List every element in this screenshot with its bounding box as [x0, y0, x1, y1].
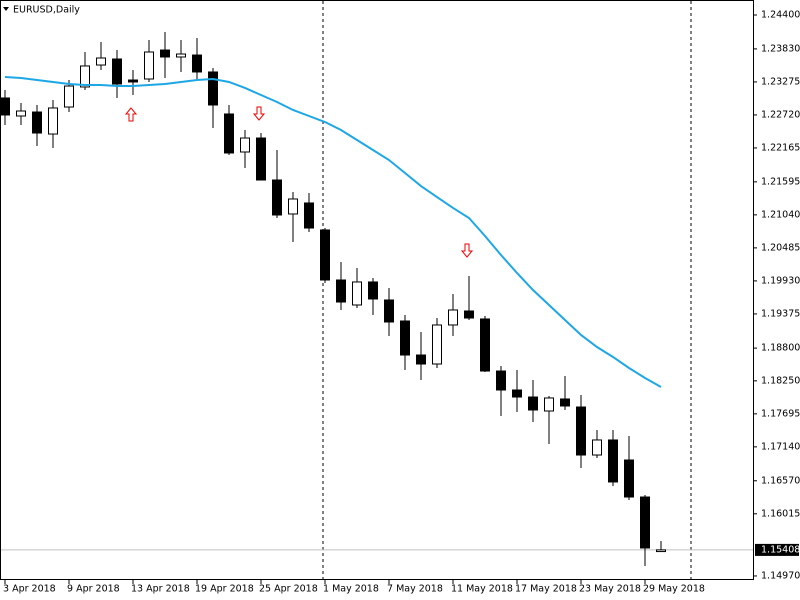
y-tick-label: 1.20485	[761, 242, 800, 253]
candle-body	[160, 49, 170, 58]
x-tick-label: 9 Apr 2018	[67, 584, 120, 595]
candle-body	[464, 310, 474, 319]
candle-body	[496, 370, 506, 391]
candle-body	[272, 179, 282, 216]
x-tick-label: 17 May 2018	[515, 584, 577, 595]
candle-body	[192, 54, 202, 73]
y-tick-label: 1.16570	[761, 475, 800, 486]
candle-body	[448, 309, 458, 326]
candle-body	[144, 51, 154, 80]
candle-body	[592, 439, 602, 456]
candle-body	[0, 97, 10, 116]
candle-body	[480, 318, 490, 372]
buy-arrow	[124, 107, 138, 122]
candle-body	[432, 324, 442, 365]
candle-body	[176, 53, 186, 58]
candle-body	[208, 71, 218, 106]
candle-body	[512, 389, 522, 398]
y-tick-label: 1.19930	[761, 275, 800, 286]
y-tick-label: 1.21595	[761, 176, 800, 187]
candle-body	[288, 198, 298, 215]
y-tick-label: 1.17695	[761, 408, 800, 419]
candle-body	[656, 549, 666, 553]
candle-body	[256, 137, 266, 181]
x-tick-label: 25 Apr 2018	[259, 584, 318, 595]
y-tick-label: 1.17140	[761, 441, 800, 452]
x-tick-label: 29 May 2018	[643, 584, 705, 595]
title-triangle	[3, 7, 9, 11]
candle-body	[128, 79, 138, 83]
y-tick-label: 1.16015	[761, 508, 800, 519]
last-price-label: 1.15408	[761, 544, 800, 555]
candle-body	[608, 439, 618, 483]
candle-body	[304, 202, 314, 229]
x-tick-label: 11 May 2018	[451, 584, 513, 595]
candle-body	[576, 406, 586, 456]
candle-body	[560, 398, 570, 407]
candle-body	[368, 281, 378, 300]
y-tick-label: 1.23275	[761, 76, 800, 87]
candle-body	[416, 354, 426, 365]
sell-arrow	[460, 243, 474, 258]
candle-body	[352, 281, 362, 306]
y-tick-label: 1.22165	[761, 142, 800, 153]
x-tick-label: 23 May 2018	[579, 584, 641, 595]
candle-body	[400, 320, 410, 356]
x-tick-label: 1 May 2018	[323, 584, 379, 595]
candle-body	[224, 113, 234, 154]
candle-body	[544, 397, 554, 412]
candle-body	[32, 111, 42, 134]
y-tick-label: 1.18800	[761, 343, 800, 354]
y-tick-label: 1.14970	[761, 570, 800, 581]
y-tick-label: 1.22720	[761, 109, 800, 120]
x-tick-label: 3 Apr 2018	[3, 584, 56, 595]
moving-average	[4, 75, 662, 388]
candle-body	[112, 58, 122, 85]
candle-body	[320, 229, 330, 281]
chart-title: EURUSD,Daily	[13, 5, 80, 16]
y-tick-label: 1.19375	[761, 308, 800, 319]
x-tick-label: 13 Apr 2018	[131, 584, 190, 595]
candle-body	[96, 57, 106, 66]
x-tick-label: 7 May 2018	[387, 584, 443, 595]
last-price-box	[755, 543, 799, 556]
candle-body	[64, 85, 74, 108]
candle-body	[48, 107, 58, 135]
candle-body	[640, 496, 650, 549]
candle-body	[384, 299, 394, 323]
y-tick-label: 1.23830	[761, 43, 800, 54]
candle-body	[80, 65, 90, 88]
candle-body	[240, 137, 250, 153]
candle-body	[624, 459, 634, 498]
sell-arrow	[252, 106, 266, 121]
candle-body	[528, 396, 538, 411]
y-tick-label: 1.24400	[761, 9, 800, 20]
candle-body	[16, 110, 26, 117]
candle-body	[336, 279, 346, 303]
y-tick-label: 1.21040	[761, 209, 800, 220]
x-tick-label: 19 Apr 2018	[195, 584, 254, 595]
y-tick-label: 1.18250	[761, 375, 800, 386]
